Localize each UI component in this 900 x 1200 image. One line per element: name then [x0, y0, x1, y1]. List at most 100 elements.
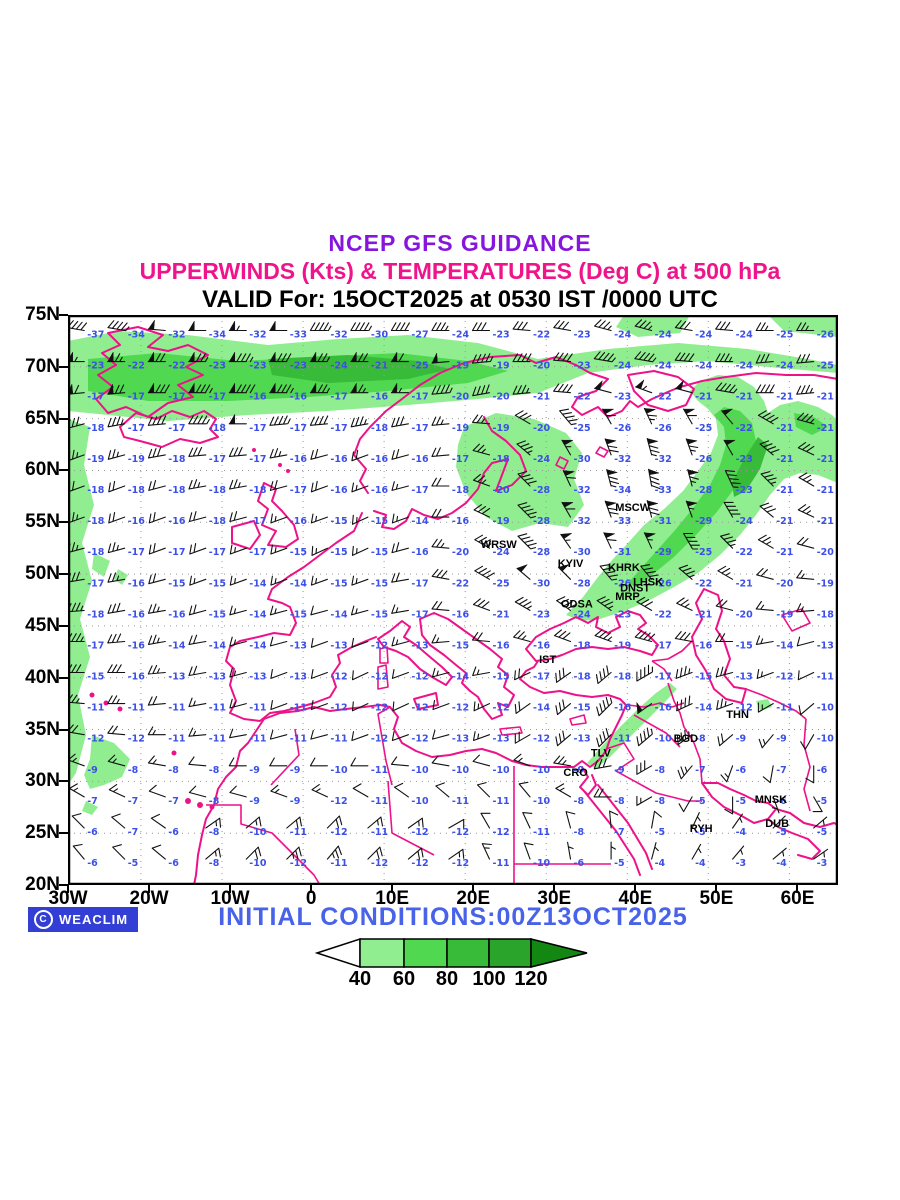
svg-text:-23: -23 [736, 454, 753, 465]
svg-text:-23: -23 [736, 485, 753, 496]
svg-text:-9: -9 [614, 765, 625, 776]
svg-text:-11: -11 [209, 703, 226, 714]
svg-text:-21: -21 [736, 392, 753, 403]
svg-text:-28: -28 [533, 547, 551, 558]
svg-text:-12: -12 [452, 827, 469, 838]
svg-text:-18: -18 [209, 516, 227, 527]
svg-text:-5: -5 [614, 858, 625, 869]
svg-text:-28: -28 [695, 485, 713, 496]
lat-tick [59, 573, 68, 575]
svg-text:-20: -20 [452, 392, 470, 403]
svg-text:-16: -16 [614, 703, 632, 714]
svg-text:-25: -25 [411, 361, 428, 372]
svg-text:-32: -32 [614, 454, 631, 465]
svg-text:-8: -8 [168, 765, 179, 776]
svg-text:-20: -20 [776, 578, 794, 589]
svg-text:-10: -10 [411, 765, 429, 776]
svg-text:-24: -24 [736, 330, 754, 341]
svg-text:IST: IST [539, 654, 556, 666]
initial-conditions-label: INITIAL CONDITIONS:00Z13OCT2025 [68, 903, 838, 932]
svg-text:-7: -7 [128, 796, 139, 807]
svg-text:-25: -25 [695, 423, 712, 434]
svg-text:-18: -18 [87, 423, 105, 434]
svg-text:-23: -23 [209, 361, 226, 372]
svg-text:-7: -7 [776, 765, 787, 776]
svg-text:-14: -14 [411, 516, 429, 527]
svg-text:-16: -16 [290, 516, 308, 527]
lat-tick [59, 366, 68, 368]
lat-tick-label: 35N [18, 719, 60, 741]
svg-text:-13: -13 [817, 641, 834, 652]
svg-text:-19: -19 [776, 609, 793, 620]
svg-text:-12: -12 [290, 858, 307, 869]
svg-text:-4: -4 [655, 858, 666, 869]
svg-text:-17: -17 [168, 547, 185, 558]
svg-text:-15: -15 [574, 703, 591, 714]
svg-text:-37: -37 [87, 330, 104, 341]
lat-tick [59, 832, 68, 834]
svg-text:-21: -21 [736, 578, 753, 589]
svg-text:-16: -16 [371, 485, 389, 496]
lat-tick-label: 55N [18, 511, 60, 533]
svg-text:-23: -23 [290, 361, 307, 372]
svg-text:-25: -25 [776, 330, 793, 341]
svg-text:-26: -26 [614, 423, 632, 434]
svg-text:-16: -16 [695, 641, 713, 652]
svg-text:-17: -17 [87, 641, 104, 652]
lon-tick [715, 885, 717, 893]
svg-text:-12: -12 [411, 672, 428, 683]
svg-text:-21: -21 [817, 485, 834, 496]
svg-text:-3: -3 [817, 858, 828, 869]
svg-text:-26: -26 [695, 454, 713, 465]
valid-time-label: VALID For: 15OCT2025 at 0530 IST /0000 U… [40, 286, 880, 314]
svg-text:-21: -21 [817, 392, 834, 403]
svg-text:-18: -18 [452, 485, 470, 496]
svg-text:-11: -11 [249, 734, 266, 745]
svg-text:-21: -21 [695, 392, 712, 403]
svg-text:-11: -11 [209, 734, 226, 745]
svg-text:-13: -13 [209, 672, 226, 683]
svg-text:-6: -6 [736, 765, 747, 776]
page-title: NCEP GFS GUIDANCE [40, 230, 880, 257]
svg-text:-15: -15 [330, 547, 347, 558]
svg-text:-11: -11 [128, 703, 145, 714]
legend-value: 40 [335, 968, 385, 991]
svg-text:KYIV: KYIV [558, 558, 584, 570]
svg-text:-22: -22 [655, 609, 672, 620]
svg-text:-19: -19 [493, 516, 510, 527]
svg-text:-5: -5 [736, 796, 747, 807]
svg-text:-20: -20 [533, 423, 551, 434]
svg-text:-24: -24 [695, 361, 713, 372]
svg-text:-23: -23 [574, 361, 591, 372]
svg-text:-20: -20 [493, 485, 511, 496]
legend-value: 120 [506, 968, 556, 991]
svg-text:-15: -15 [209, 578, 226, 589]
svg-text:-17: -17 [655, 672, 672, 683]
svg-text:-15: -15 [371, 516, 388, 527]
svg-text:-5: -5 [817, 796, 828, 807]
lon-tick [553, 885, 555, 893]
lon-tick [472, 885, 474, 893]
svg-text:TLV: TLV [591, 748, 612, 760]
svg-text:-34: -34 [209, 330, 227, 341]
svg-text:-24: -24 [736, 361, 754, 372]
svg-text:-16: -16 [128, 516, 146, 527]
svg-text:-21: -21 [776, 485, 793, 496]
svg-text:-13: -13 [452, 734, 469, 745]
svg-text:-12: -12 [493, 703, 510, 714]
svg-text:-20: -20 [736, 609, 754, 620]
svg-text:-17: -17 [290, 423, 307, 434]
svg-text:-30: -30 [574, 547, 592, 558]
svg-text:-13: -13 [574, 734, 591, 745]
svg-text:-11: -11 [493, 858, 510, 869]
svg-text:-21: -21 [695, 609, 712, 620]
svg-text:-25: -25 [574, 423, 591, 434]
lat-tick-label: 40N [18, 667, 60, 689]
lat-tick-label: 60N [18, 459, 60, 481]
svg-text:-24: -24 [574, 609, 592, 620]
coastline-cyprus [570, 715, 586, 725]
svg-text:-7: -7 [695, 765, 706, 776]
svg-text:-23: -23 [533, 609, 550, 620]
svg-text:-17: -17 [128, 547, 145, 558]
svg-text:-18: -18 [87, 485, 105, 496]
